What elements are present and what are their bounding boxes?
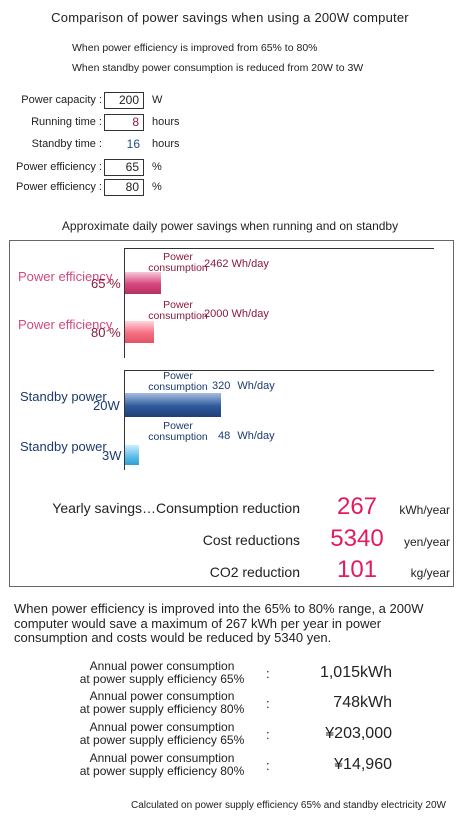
yearly-consumption-label: Yearly savings…Consumption reduction [52,500,300,516]
bar-efficiency-65 [125,272,161,294]
annual-row-value: ¥203,000 [325,725,392,742]
bar-efficiency-80 [125,321,154,343]
tick-label-standby-3w: 3W [102,448,122,463]
bar-caption-eff-80: Power consumption [148,299,208,322]
bar-caption-eff-65: Power consumption [148,251,208,274]
annual-row-colon: : [266,666,270,681]
standby-y-axis [124,370,125,470]
efficiency-group-label-2: Power efficiency [18,317,113,332]
efficiency-top-axis [124,248,434,249]
co2-reduction-unit: kg/year [410,566,450,580]
efficiency-y-axis [124,248,125,358]
efficiency-a-input[interactable]: 65 [104,159,144,176]
running-time-unit: hours [152,116,180,128]
power-capacity-unit: W [152,94,163,106]
cost-reduction-unit: yen/year [403,535,450,549]
efficiency-a-unit: % [152,161,162,173]
bar-caption-standby-3w: Power consumption [148,420,208,443]
bar-caption-standby-20w: Power consumption [148,370,208,393]
annual-row-colon: : [266,758,270,773]
value-label-standby-3w: 48 Wh/day [218,430,275,442]
subtitle-standby: When standby power consumption is reduce… [72,62,364,74]
co2-reduction-label: CO2 reduction [209,564,300,580]
tick-label-standby-20w: 20W [93,398,120,413]
cost-reduction-label: Cost reductions [202,532,300,548]
efficiency-b-label: Power efficiency : [15,181,102,193]
standby-time-value: 16 [126,137,140,151]
standby-time-label: Standby time : [31,138,102,150]
savings-explanation: When power efficiency is improved into t… [14,601,424,645]
annual-row-label: Annual power consumption at power supply … [79,751,245,778]
standby-time-unit: hours [152,138,180,150]
power-capacity-label: Power capacity : [21,94,102,106]
annual-row-label: Annual power consumption at power supply … [79,659,245,686]
annual-row-colon: : [266,696,270,711]
subtitle-efficiency: When power efficiency is improved from 6… [72,42,318,54]
annual-row-colon: : [266,727,270,742]
annual-row-label: Annual power consumption at power supply … [79,720,245,747]
footnote: Calculated on power supply efficiency 65… [131,800,446,811]
bar-standby-20w [125,393,221,417]
yearly-consumption-unit: kWh/year [399,503,450,517]
annual-row-value: 748kWh [333,694,392,711]
annual-row-value: 1,015kWh [319,664,392,681]
efficiency-group-label: Power efficiency [18,269,113,284]
standby-top-axis [124,370,434,371]
savings-chart-panel [9,240,454,587]
annual-row-label: Annual power consumption at power supply … [79,689,245,716]
co2-colon: : [296,565,300,580]
running-time-input[interactable]: 8 [104,114,144,131]
yearly-colon: : [296,501,300,516]
standby-group-label-2: Standby power [20,439,107,454]
annual-row-value: ¥14,960 [334,756,392,773]
efficiency-b-unit: % [152,181,162,193]
yearly-consumption-value: 267 [336,493,378,520]
power-capacity-input[interactable]: 200 [104,92,144,109]
tick-label-eff-65: 65 % [91,276,121,291]
efficiency-b-input[interactable]: 80 [104,179,144,196]
cost-colon: : [296,533,300,548]
chart-title: Approximate daily power savings when run… [61,219,399,233]
running-time-label: Running time : [31,116,102,128]
bar-standby-3w [125,445,139,465]
co2-reduction-value: 101 [336,556,378,583]
value-label-eff-65: 2462 Wh/day [204,258,269,270]
cost-reduction-value: 5340 [330,525,384,552]
value-label-standby-20w: 320 Wh/day [212,380,275,392]
value-label-eff-80: 2000 Wh/day [204,308,269,320]
page-title: Comparison of power savings when using a… [51,10,409,25]
standby-group-label: Standby power [20,389,107,404]
efficiency-a-label: Power efficiency : [15,161,102,173]
tick-label-eff-80: 80 % [91,325,121,340]
